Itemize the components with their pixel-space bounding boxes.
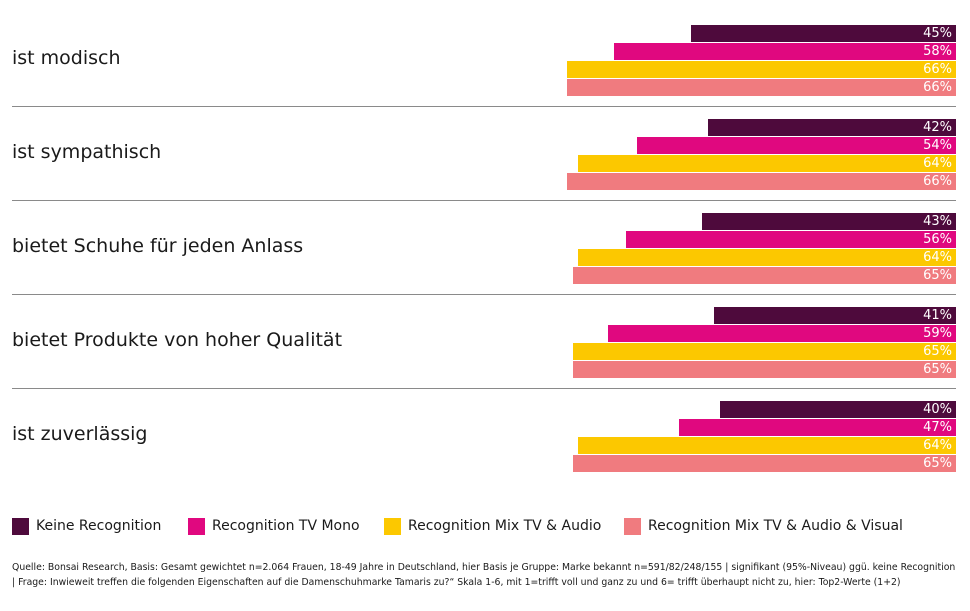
legend-item: Keine Recognition: [12, 515, 161, 537]
bar-value-label: 66%: [923, 174, 952, 189]
category-label: ist modisch: [12, 47, 121, 69]
bar: 40%: [720, 401, 956, 418]
source-footnote: Quelle: Bonsai Research, Basis: Gesamt g…: [12, 562, 956, 588]
bar: 43%: [702, 213, 956, 230]
legend-label: Recognition Mix TV & Audio: [408, 518, 602, 534]
bar-value-label: 40%: [923, 402, 952, 417]
bar-value-label: 65%: [923, 362, 952, 377]
category-label: ist sympathisch: [12, 141, 162, 163]
bar-value-label: 56%: [923, 232, 952, 247]
chart-area: ist modisch 45% 58% 66% 66% ist sympathisch 42…: [12, 25, 956, 472]
bar-value-label: 43%: [923, 214, 952, 229]
bar-value-label: 47%: [923, 420, 952, 435]
legend-item: Recognition Mix TV & Audio & Visual: [624, 515, 903, 537]
bar: 65%: [572, 455, 956, 472]
legend-swatch: [12, 517, 29, 535]
category-label: bietet Produkte von hoher Qualität: [12, 329, 343, 351]
group-separator: [12, 106, 956, 107]
bar-value-label: 59%: [923, 326, 952, 341]
bar-value-label: 66%: [923, 80, 952, 95]
bar-value-label: 41%: [923, 308, 952, 323]
legend-swatch: [624, 517, 641, 535]
bar: 64%: [578, 249, 956, 266]
bar-value-label: 64%: [923, 438, 952, 453]
bar: 54%: [637, 137, 956, 154]
bar: 58%: [613, 43, 956, 60]
bar: 64%: [578, 155, 956, 172]
bar-value-label: 66%: [923, 62, 952, 77]
bar: 65%: [572, 361, 956, 378]
bar: 41%: [714, 307, 956, 324]
category-label: bietet Schuhe für jeden Anlass: [12, 235, 304, 257]
bar-value-label: 45%: [923, 26, 952, 41]
bar-value-label: 65%: [923, 268, 952, 283]
bar: 42%: [708, 119, 956, 136]
legend-label: Keine Recognition: [36, 518, 162, 534]
legend-item: Recognition Mix TV & Audio: [384, 515, 601, 537]
legend-label: Recognition TV Mono: [212, 518, 360, 534]
group-separator: [12, 200, 956, 201]
bar-value-label: 58%: [923, 44, 952, 59]
bar: 45%: [690, 25, 956, 42]
bar-value-label: 42%: [923, 120, 952, 135]
bar-value-label: 54%: [923, 138, 952, 153]
group-separator: [12, 294, 956, 295]
legend-swatch: [188, 517, 205, 535]
bar: 66%: [566, 173, 956, 190]
bar: 66%: [566, 61, 956, 78]
bar: 47%: [678, 419, 956, 436]
legend-swatch: [384, 517, 401, 535]
bar: 65%: [572, 343, 956, 360]
group-separator: [12, 388, 956, 389]
legend-label: Recognition Mix TV & Audio & Visual: [648, 518, 903, 534]
bar: 65%: [572, 267, 956, 284]
bar-value-label: 64%: [923, 156, 952, 171]
bar: 64%: [578, 437, 956, 454]
legend-item: Recognition TV Mono: [188, 515, 360, 537]
bar: 56%: [625, 231, 956, 248]
category-label: ist zuverlässig: [12, 423, 148, 445]
bar-value-label: 65%: [923, 456, 952, 471]
bar: 59%: [607, 325, 956, 342]
bar-value-label: 65%: [923, 344, 952, 359]
bar: 66%: [566, 79, 956, 96]
legend: Keine Recognition Recognition TV Mono Reco…: [12, 515, 952, 537]
bar-value-label: 64%: [923, 250, 952, 265]
